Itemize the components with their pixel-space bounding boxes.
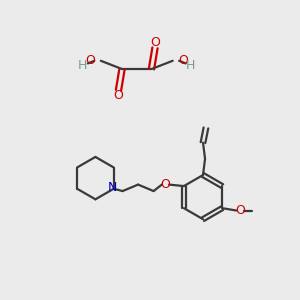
Text: H: H	[78, 59, 87, 72]
Text: N: N	[108, 181, 117, 194]
Text: O: O	[160, 178, 170, 191]
Text: O: O	[114, 89, 123, 102]
Text: O: O	[150, 36, 160, 49]
Text: O: O	[236, 204, 245, 217]
Text: O: O	[178, 54, 188, 67]
Text: H: H	[186, 59, 196, 72]
Text: O: O	[86, 54, 95, 67]
